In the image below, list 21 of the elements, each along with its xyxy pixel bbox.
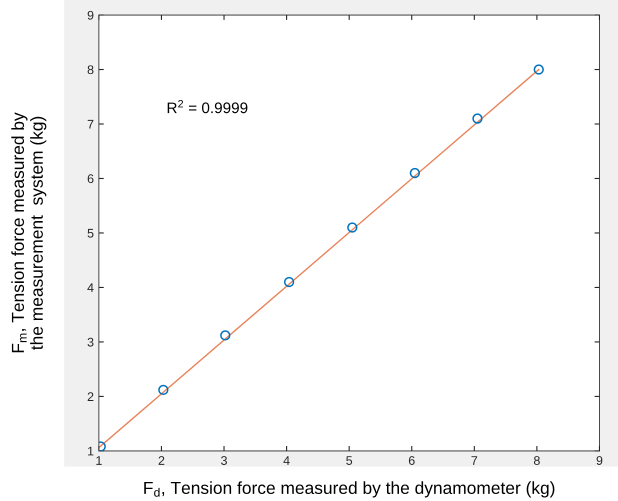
x-tick-label: 9 [596,456,602,465]
x-tick-label: 2 [158,456,164,465]
y-tick-label: 5 [88,228,94,238]
x-axis-title: F$_{d}$, Tension force measured by the dynamometer (kg) [144,481,554,498]
y-axis-title: F$_{m}$, Tension force measured by the measurement system (kg) [11,112,46,352]
annotation: R$^{2}$ = 0.9999 [168,100,248,114]
y-tick-label: 8 [88,65,94,74]
y-tick-label: 4 [87,283,94,292]
y-tick-label: 2 [88,392,94,401]
y-tick-label: 3 [88,338,94,347]
y-tick-label: 7 [88,120,94,129]
x-tick-label: 3 [221,456,227,465]
x-tick-label: 4 [283,456,290,465]
x-tick-label: 8 [534,456,540,465]
y-tick-label: 1 [88,446,94,456]
y-tick-label: 6 [88,174,94,184]
x-tick-label: 1 [96,456,102,465]
x-tick-label: 5 [346,456,352,465]
x-tick-label: 7 [471,456,478,465]
x-tick-label: 6 [408,456,415,465]
y-tick-label: 9 [88,10,94,20]
